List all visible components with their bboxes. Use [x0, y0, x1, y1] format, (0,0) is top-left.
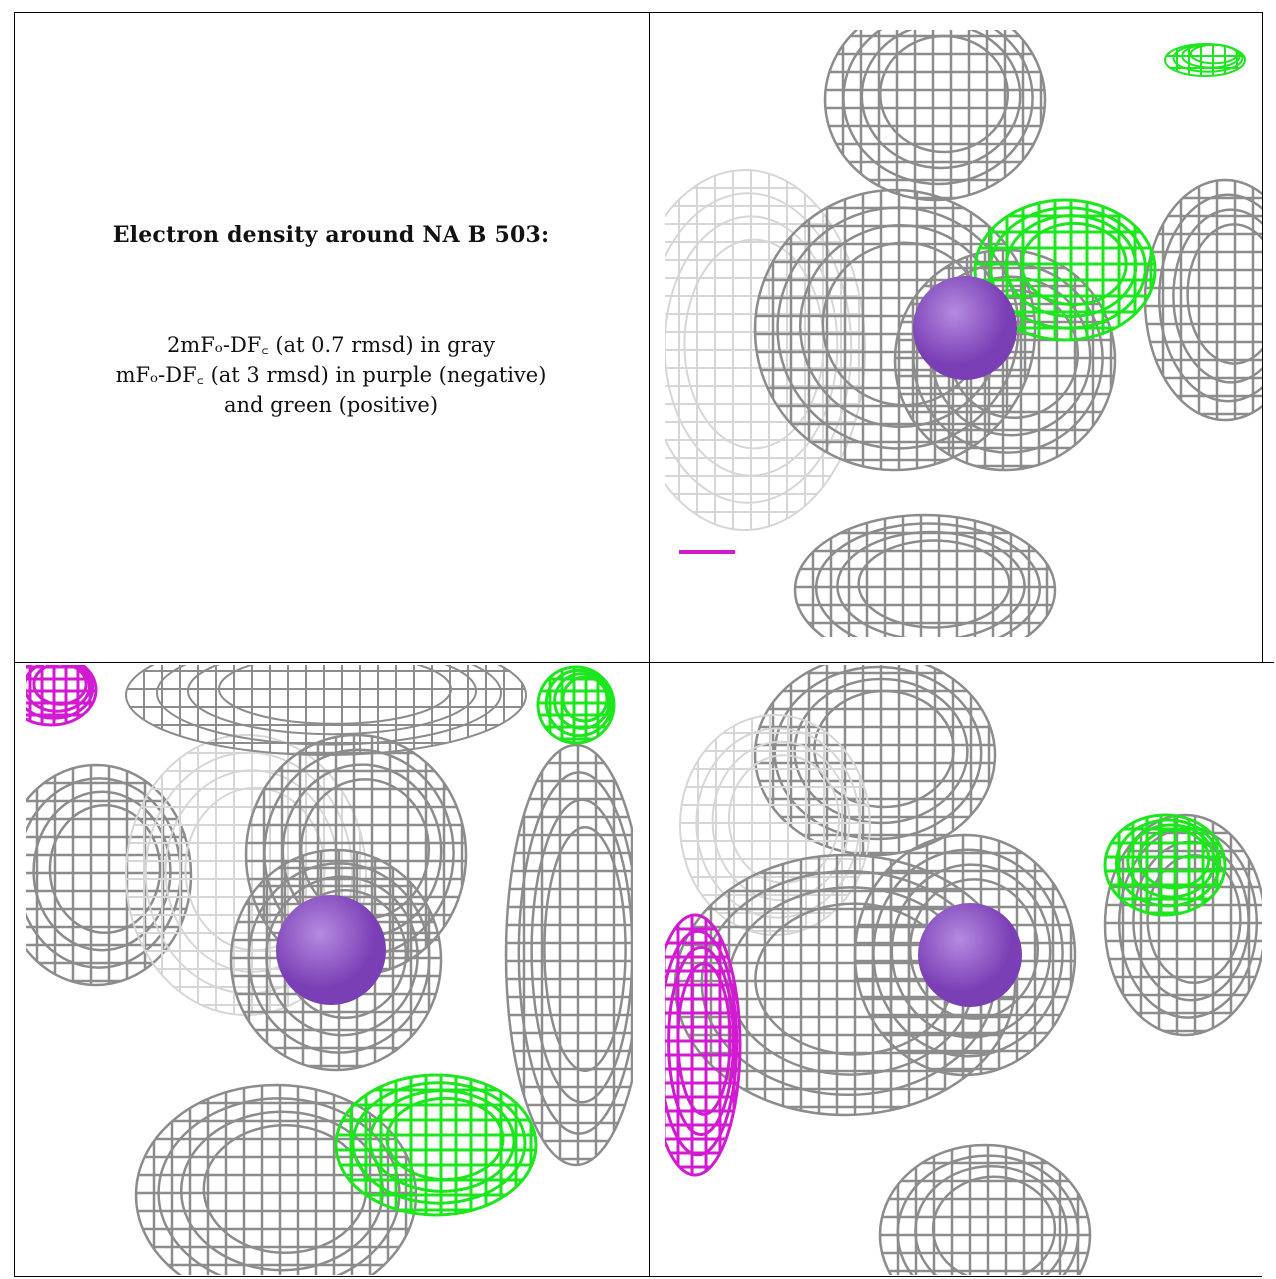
density-view-bottom-right: [665, 665, 1262, 1275]
sodium-atom: [913, 276, 1017, 380]
caption-line-fofc: mFₒ-DF꜀ (at 3 rmsd) in purple (negative): [115, 363, 547, 387]
table-bottom-border: [14, 1276, 1262, 1277]
mesh-fofc-positive-small: [1164, 43, 1246, 77]
sodium-atom: [918, 903, 1022, 1007]
sodium-atom: [276, 895, 386, 1005]
density-mesh-image: [665, 30, 1262, 637]
caption-line-positive: and green (positive): [223, 393, 439, 417]
table-right-border: [1262, 12, 1263, 662]
mesh-2fofc-top: [753, 665, 997, 857]
mesh-2fofc-left-faint: [665, 169, 866, 531]
table-middle-border: [14, 662, 1274, 663]
density-mesh-image: [665, 665, 1262, 1275]
density-view-top-right: [665, 30, 1262, 637]
caption-line-2fofc: 2mFₒ-DF꜀ (at 0.7 rmsd) in gray: [166, 333, 496, 357]
mesh-2fofc-bottom: [878, 1143, 1092, 1275]
table-center-border: [649, 12, 650, 1276]
caption-cell: Electron density around NA B 503: 2mFₒ-D…: [14, 12, 648, 660]
mesh-2fofc-top: [125, 665, 527, 756]
caption-legend: 2mFₒ-DF꜀ (at 0.7 rmsd) in gray mFₒ-DF꜀ (…: [14, 330, 648, 420]
mesh-fofc-positive-small: [536, 665, 616, 745]
mesh-fofc-positive: [334, 1073, 538, 1217]
caption-title: Electron density around NA B 503:: [112, 222, 550, 248]
mesh-fofc-negative: [26, 665, 98, 727]
density-mesh-image: [26, 665, 633, 1275]
mesh-2fofc-right: [1103, 813, 1262, 1037]
table-top-border: [14, 12, 1262, 13]
mesh-2fofc-bottom: [793, 513, 1057, 637]
mesh-fofc-positive: [1103, 813, 1227, 917]
mesh-2fofc-right: [1143, 178, 1262, 422]
mesh-2fofc-top: [823, 30, 1047, 202]
density-view-bottom-left: [26, 665, 633, 1275]
table-left-border: [14, 12, 15, 1276]
mesh-2fofc-right: [504, 743, 633, 1167]
